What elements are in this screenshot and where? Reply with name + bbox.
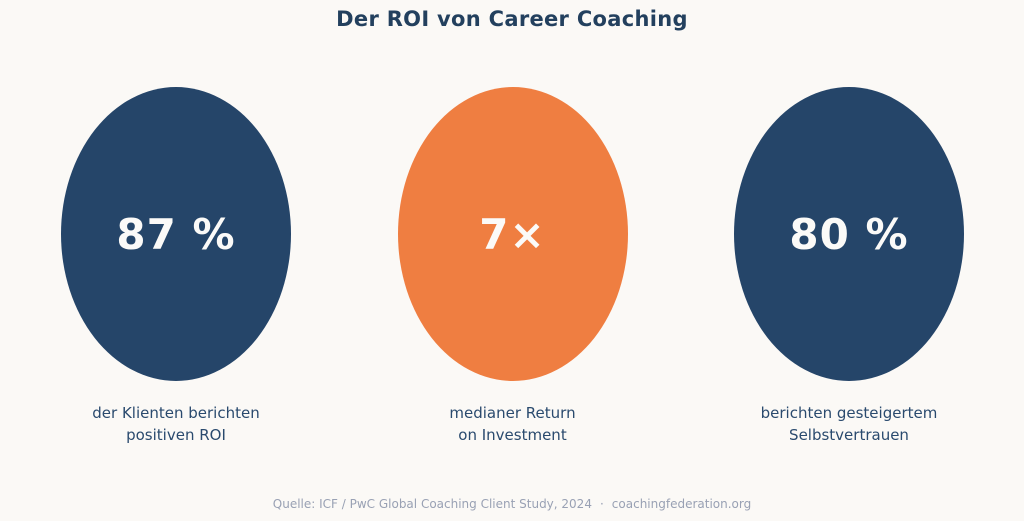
stat-item-confidence: 80 % berichten gesteigertem Selbstvertra… <box>733 87 965 446</box>
stat-ellipse-navy: 87 % <box>61 87 291 381</box>
stat-ellipse-navy: 80 % <box>734 87 964 381</box>
stat-caption-line2: Selbstvertrauen <box>789 426 909 444</box>
infographic-title: Der ROI von Career Coaching <box>336 7 688 31</box>
stat-caption: der Klienten berichten positiven ROI <box>92 402 259 446</box>
stat-caption-line2: on Investment <box>458 426 567 444</box>
source-separator: · <box>599 497 604 511</box>
stat-caption-line1: der Klienten berichten <box>92 404 260 422</box>
stat-caption: medianer Return on Investment <box>449 402 575 446</box>
stats-row: 87 % der Klienten berichten positiven RO… <box>60 87 965 446</box>
stat-item-positive-roi: 87 % der Klienten berichten positiven RO… <box>60 87 292 446</box>
stat-caption: berichten gesteigertem Selbstvertrauen <box>761 402 938 446</box>
stat-caption-line1: berichten gesteigertem <box>760 404 938 422</box>
stat-value: 87 % <box>116 209 236 259</box>
stat-caption-line2: positiven ROI <box>126 426 226 444</box>
stat-value: 80 % <box>789 209 909 259</box>
stat-ellipse-orange: 7× <box>397 87 628 381</box>
source-attribution: Quelle: ICF / PwC Global Coaching Client… <box>0 495 1024 513</box>
stat-caption-line1: medianer Return <box>449 404 576 422</box>
stat-item-median-roi: 7× medianer Return on Investment <box>397 87 629 446</box>
source-text: Quelle: ICF / PwC Global Coaching Client… <box>272 497 592 511</box>
source-link: coachingfederation.org <box>611 497 752 511</box>
stat-value: 7× <box>479 209 546 259</box>
